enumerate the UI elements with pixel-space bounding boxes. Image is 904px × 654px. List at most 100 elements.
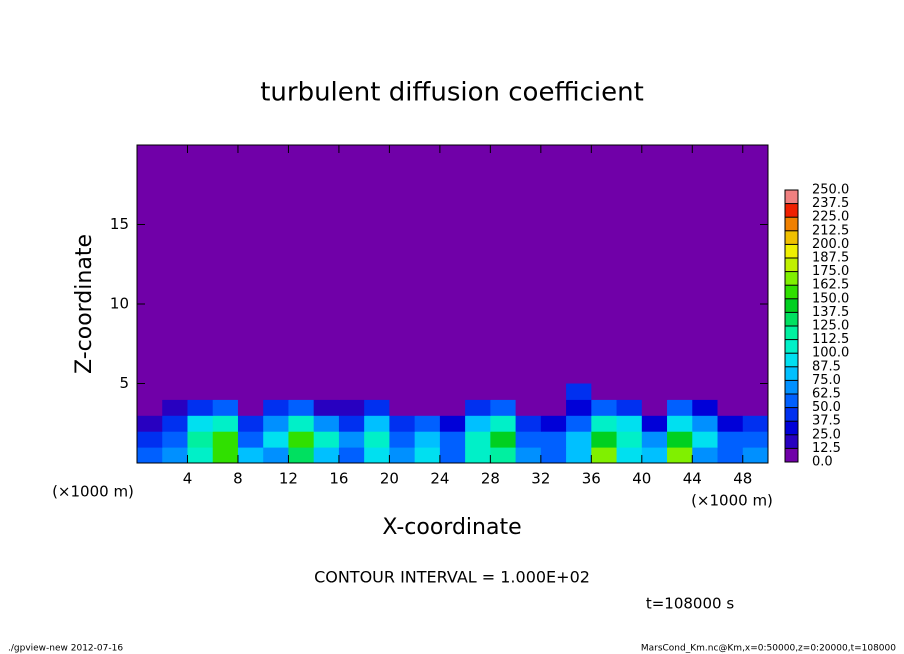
cell xyxy=(389,447,416,464)
cell xyxy=(263,447,289,464)
cell xyxy=(742,383,769,400)
cell xyxy=(364,447,390,464)
y-axis-label: Z-coordinate xyxy=(72,234,97,374)
cell xyxy=(313,399,340,416)
cell xyxy=(515,447,542,464)
cell xyxy=(641,447,668,464)
colorbar-tick-label: 87.5 xyxy=(812,359,841,374)
cell xyxy=(389,431,416,448)
cell xyxy=(717,447,744,464)
cell xyxy=(692,447,719,464)
cell xyxy=(162,399,188,416)
colorbar-tick-label: 100.0 xyxy=(812,346,849,361)
cell xyxy=(137,447,163,464)
cell xyxy=(540,399,567,416)
cell xyxy=(263,431,289,448)
cell xyxy=(591,415,618,432)
colorbar-swatch xyxy=(785,258,798,272)
cell xyxy=(717,383,744,400)
cell xyxy=(439,415,466,432)
cell xyxy=(490,447,517,464)
colorbar-tick-label: 125.0 xyxy=(812,319,849,334)
y-tick-label: 15 xyxy=(110,215,129,233)
cell xyxy=(338,431,365,448)
cell xyxy=(288,383,315,400)
colorbar-swatch xyxy=(785,434,798,449)
cell xyxy=(137,415,163,432)
cell xyxy=(465,431,491,448)
cell xyxy=(742,399,769,416)
colorbar-swatch xyxy=(785,298,798,313)
y-tick-label: 10 xyxy=(110,295,129,313)
cell xyxy=(490,415,517,432)
x-tick-label: 8 xyxy=(233,470,243,488)
cell xyxy=(338,415,365,432)
cell xyxy=(439,399,466,416)
cell xyxy=(288,447,315,464)
colorbar-swatch xyxy=(785,353,798,367)
x-tick-label: 24 xyxy=(430,470,449,488)
cell xyxy=(490,431,517,448)
cell xyxy=(364,415,390,432)
footer-left: ./gpview-new 2012-07-16 xyxy=(8,644,123,654)
colorbar-swatch xyxy=(785,339,798,354)
colorbar-tick-label: 225.0 xyxy=(812,210,849,225)
cell xyxy=(540,447,567,464)
cell xyxy=(540,383,567,400)
x-tick-label: 28 xyxy=(481,470,500,488)
cell xyxy=(490,399,517,416)
colorbar-tick-label: 12.5 xyxy=(812,441,841,456)
cell xyxy=(288,399,315,416)
cell xyxy=(540,415,567,432)
colorbar-swatch xyxy=(785,230,798,245)
colorbar-swatch xyxy=(785,326,798,340)
cell xyxy=(515,415,542,432)
x-tick-label: 44 xyxy=(683,470,702,488)
cell xyxy=(162,431,188,448)
cell xyxy=(237,399,264,416)
cell xyxy=(414,383,441,400)
colorbar-swatch xyxy=(785,190,798,204)
cell xyxy=(237,447,264,464)
cell xyxy=(692,383,719,400)
cell xyxy=(667,415,693,432)
x-tick-label: 40 xyxy=(632,470,651,488)
cell xyxy=(263,383,289,400)
cell xyxy=(717,399,744,416)
cell xyxy=(439,431,466,448)
colorbar-tick-label: 150.0 xyxy=(812,291,849,306)
colorbar-swatch xyxy=(785,407,798,422)
cell xyxy=(212,415,239,432)
cell xyxy=(616,383,643,400)
footer-right: MarsCond_Km.nc@Km,x=0:50000,z=0:20000,t=… xyxy=(641,644,896,654)
cell xyxy=(364,431,390,448)
cell xyxy=(566,399,592,416)
cell xyxy=(667,447,693,464)
x-tick-label: 16 xyxy=(329,470,348,488)
cell xyxy=(515,399,542,416)
cell xyxy=(616,415,643,432)
cell xyxy=(313,383,340,400)
cell xyxy=(212,399,239,416)
cell xyxy=(566,383,592,400)
cell xyxy=(187,431,214,448)
cell xyxy=(465,447,491,464)
cell xyxy=(187,383,214,400)
cell xyxy=(692,431,719,448)
cell xyxy=(187,399,214,416)
colorbar-tick-label: 62.5 xyxy=(812,387,841,402)
cell xyxy=(465,399,491,416)
colorbar-tick-label: 212.5 xyxy=(812,223,849,238)
cell xyxy=(667,399,693,416)
x-tick-label: 48 xyxy=(733,470,752,488)
cell xyxy=(414,447,441,464)
cell xyxy=(692,415,719,432)
cell xyxy=(591,383,618,400)
cell xyxy=(288,431,315,448)
x-unit: (×1000 m) xyxy=(691,492,773,510)
colorbar-swatch xyxy=(785,421,798,435)
cell xyxy=(540,431,567,448)
colorbar-tick-label: 237.5 xyxy=(812,196,849,211)
x-tick-label: 32 xyxy=(531,470,550,488)
